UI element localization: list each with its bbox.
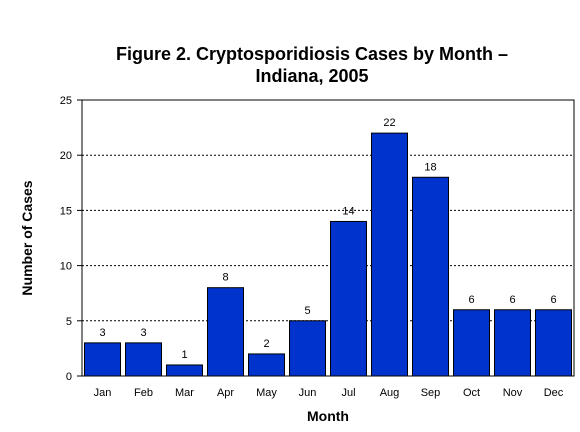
x-tick-label: Jul [341, 387, 355, 399]
data-label: 1 [181, 349, 187, 361]
data-label: 3 [140, 327, 146, 339]
bar-oct [453, 309, 490, 377]
y-tick-label: 5 [66, 316, 72, 328]
x-tick-label: Jun [299, 387, 317, 399]
bar-feb [125, 342, 162, 377]
x-tick-label: Aug [380, 387, 400, 399]
x-tick-label: Feb [134, 387, 153, 399]
bar-nov [494, 309, 531, 377]
y-tick-label: 15 [60, 205, 72, 217]
y-axis-ticks: 0 5 10 15 20 25 [60, 95, 82, 383]
x-tick-label: Dec [544, 387, 564, 399]
y-tick-label: 0 [66, 371, 72, 383]
bar-sep [412, 176, 449, 377]
y-tick-label: 10 [60, 261, 72, 273]
bar-apr [207, 287, 244, 377]
bar-jun [289, 320, 326, 377]
y-axis-title: Number of Cases [19, 180, 35, 295]
y-tick-label: 20 [60, 150, 72, 162]
x-tick-label: Mar [175, 387, 194, 399]
x-tick-label: Nov [503, 387, 523, 399]
bar-jul [330, 220, 367, 377]
chart-title-line-2: Indiana, 2005 [255, 66, 368, 86]
data-label: 5 [304, 305, 310, 317]
bar-mar [166, 364, 203, 377]
data-label: 8 [222, 272, 228, 284]
x-tick-label: Apr [217, 387, 234, 399]
bar-jan [84, 342, 121, 377]
data-label: 22 [383, 117, 395, 129]
data-label: 14 [342, 205, 354, 217]
chart-title-line-1: Figure 2. Cryptosporidiosis Cases by Mon… [116, 44, 508, 64]
data-label: 6 [509, 294, 515, 306]
bar-dec [535, 309, 572, 377]
x-tick-label: May [256, 387, 277, 399]
x-tick-label: Jan [94, 387, 112, 399]
data-label: 3 [99, 327, 105, 339]
x-tick-label: Oct [463, 387, 480, 399]
gridlines [82, 154, 574, 322]
data-label: 6 [550, 294, 556, 306]
data-label: 6 [468, 294, 474, 306]
y-tick-label: 25 [60, 95, 72, 107]
x-axis-title: Month [307, 408, 349, 424]
x-axis-ticks: Jan Feb Mar Apr May Jun Jul Aug Sep Oct Nov Dec [94, 387, 564, 399]
data-label: 2 [263, 338, 269, 350]
x-tick-label: Sep [421, 387, 441, 399]
data-label: 18 [424, 161, 436, 173]
bar-aug [371, 132, 408, 377]
bar-may [248, 353, 285, 377]
bar-series [84, 132, 572, 377]
plot-area [81, 99, 575, 377]
